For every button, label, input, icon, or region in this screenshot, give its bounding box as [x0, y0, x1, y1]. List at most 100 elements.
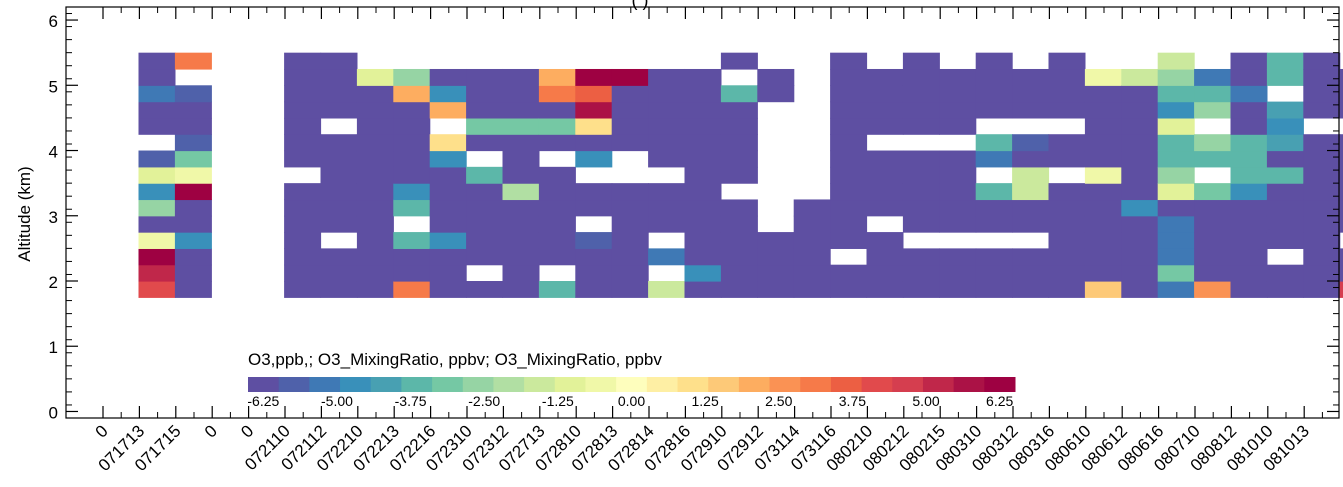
heatmap-cell: [1339, 248, 1343, 266]
heatmap-cell: [1194, 264, 1232, 282]
heatmap-cell: [648, 281, 686, 298]
heatmap-cell: [684, 150, 722, 168]
heatmap-cell: [1339, 166, 1343, 184]
heatmap-cell: [138, 150, 176, 168]
heatmap-cell: [648, 85, 686, 103]
heatmap-cell: [429, 215, 467, 233]
heatmap-cell: [975, 199, 1013, 217]
heatmap-cell: [538, 134, 576, 152]
heatmap-cell: [466, 183, 504, 201]
heatmap-cell: [902, 117, 940, 135]
heatmap-cell: [939, 68, 977, 86]
heatmap-cell: [1230, 101, 1268, 119]
heatmap-cell: [975, 248, 1013, 266]
heatmap-cell: [830, 232, 868, 249]
heatmap-cell: [757, 68, 795, 86]
heatmap-cell: [138, 264, 176, 282]
heatmap-cell: [902, 166, 940, 184]
heatmap-cell: [902, 52, 940, 70]
heatmap-cell: [611, 232, 649, 249]
heatmap-cell: [720, 264, 758, 282]
y-tick-label: 2: [49, 273, 58, 292]
heatmap-cell: [1121, 183, 1159, 201]
heatmap-cell: [902, 264, 940, 282]
heatmap-cell: [466, 215, 504, 233]
heatmap-cell: [538, 215, 576, 233]
colorbar-swatch: [677, 377, 709, 392]
heatmap-cell: [1121, 150, 1159, 168]
heatmap-cell: [138, 85, 176, 103]
heatmap-cell: [793, 248, 831, 266]
heatmap-cell: [1121, 134, 1159, 152]
colorbar-swatch: [524, 377, 556, 392]
heatmap-cell: [1121, 281, 1159, 298]
heatmap-cell: [830, 281, 868, 298]
heatmap-cell: [1084, 68, 1122, 86]
colorbar-swatch: [585, 377, 617, 392]
colorbar-tick-label: -5.00: [321, 393, 353, 409]
x-tick-label: 0: [92, 421, 112, 441]
heatmap-cell: [356, 117, 394, 135]
heatmap-cell: [830, 199, 868, 217]
colorbar-swatch: [708, 377, 740, 392]
heatmap-cell: [320, 281, 358, 298]
heatmap-cell: [1303, 281, 1341, 298]
heatmap-cell: [720, 85, 758, 103]
heatmap-cell: [393, 134, 431, 152]
heatmap-cell: [1157, 232, 1195, 249]
heatmap-cell: [320, 199, 358, 217]
heatmap-cell: [393, 232, 431, 249]
heatmap-cell: [284, 101, 322, 119]
heatmap-cell: [502, 281, 540, 298]
heatmap-cell: [393, 183, 431, 201]
heatmap-cell: [393, 68, 431, 86]
heatmap-cell: [1194, 215, 1232, 233]
heatmap-cell: [466, 281, 504, 298]
heatmap-cell: [1266, 52, 1304, 70]
heatmap-cell: [138, 101, 176, 119]
y-tick-label: 1: [49, 338, 58, 357]
heatmap-cell: [1157, 183, 1195, 201]
heatmap-cell: [866, 183, 904, 201]
heatmap-cell: [1339, 101, 1343, 119]
heatmap-cell: [902, 248, 940, 266]
heatmap-cell: [684, 232, 722, 249]
heatmap-cell: [1012, 183, 1050, 201]
heatmap-cell: [1084, 248, 1122, 266]
heatmap-cell: [429, 248, 467, 266]
heatmap-cell: [1157, 134, 1195, 152]
heatmap-cell: [356, 281, 394, 298]
colorbar-swatch: [738, 377, 771, 392]
heatmap-cell: [538, 183, 576, 201]
heatmap-cell: [611, 264, 649, 282]
heatmap-cell: [1339, 281, 1343, 298]
heatmap-cell: [1303, 248, 1341, 266]
heatmap-cell: [1157, 85, 1195, 103]
heatmap-cell: [793, 232, 831, 249]
heatmap-cell: [356, 215, 394, 233]
heatmap-cell: [1012, 101, 1050, 119]
heatmap-cell: [1157, 150, 1195, 168]
heatmap-cell: [648, 183, 686, 201]
heatmap-cell: [1048, 101, 1086, 119]
heatmap-cell: [466, 199, 504, 217]
plot-frame: [65, 6, 1340, 419]
colorbar: -6.25 -5.00 -3.75 -2.50 -1.25 0.00 1.25 2.50 3.7…: [247, 377, 1016, 409]
heatmap-cell: [320, 101, 358, 119]
heatmap-cell: [1012, 166, 1050, 184]
heatmap-cell: [1230, 52, 1268, 70]
heatmap-cell: [1339, 215, 1343, 233]
heatmap-cell: [902, 85, 940, 103]
heatmap-cell: [575, 248, 613, 266]
heatmap-cell: [830, 101, 868, 119]
heatmap-cell: [830, 68, 868, 86]
heatmap-cell: [174, 150, 212, 168]
heatmap-cell: [429, 150, 467, 168]
heatmap-cell: [1339, 68, 1343, 86]
colorbar-swatch: [554, 377, 586, 392]
heatmap-cell: [720, 117, 758, 135]
heatmap-cell: [830, 183, 868, 201]
colorbar-tick-label: 1.25: [692, 393, 719, 409]
heatmap-cell: [866, 248, 904, 266]
heatmap-cell: [1157, 248, 1195, 266]
